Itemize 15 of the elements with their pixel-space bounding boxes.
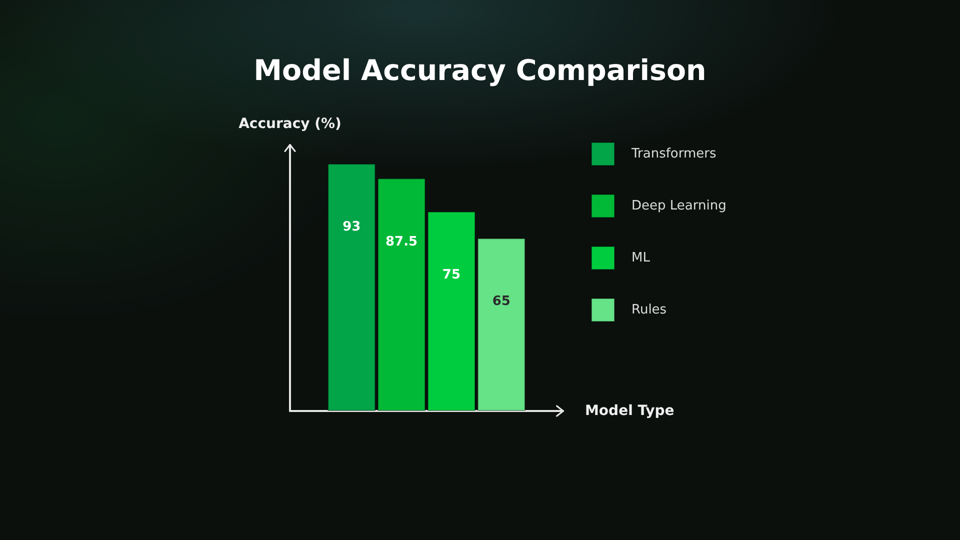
- legend-label: ML: [632, 250, 651, 266]
- y-axis-title: Accuracy (%): [238, 116, 342, 132]
- data-label: 75: [442, 268, 461, 282]
- bar: [427, 212, 476, 411]
- data-label: 65: [492, 294, 510, 310]
- bar: [378, 178, 426, 411]
- legend-label: Transformers: [630, 146, 717, 162]
- chart-title: Model Accuracy Comparison: [254, 54, 706, 87]
- bar: [477, 238, 526, 411]
- data-label: 93: [342, 220, 361, 235]
- data-label: 87.5: [386, 234, 418, 250]
- legend-label: Deep Learning: [632, 198, 726, 214]
- bar: [328, 164, 376, 411]
- x-axis-title: Model Type: [585, 403, 674, 419]
- legend-label: Rules: [632, 302, 667, 318]
